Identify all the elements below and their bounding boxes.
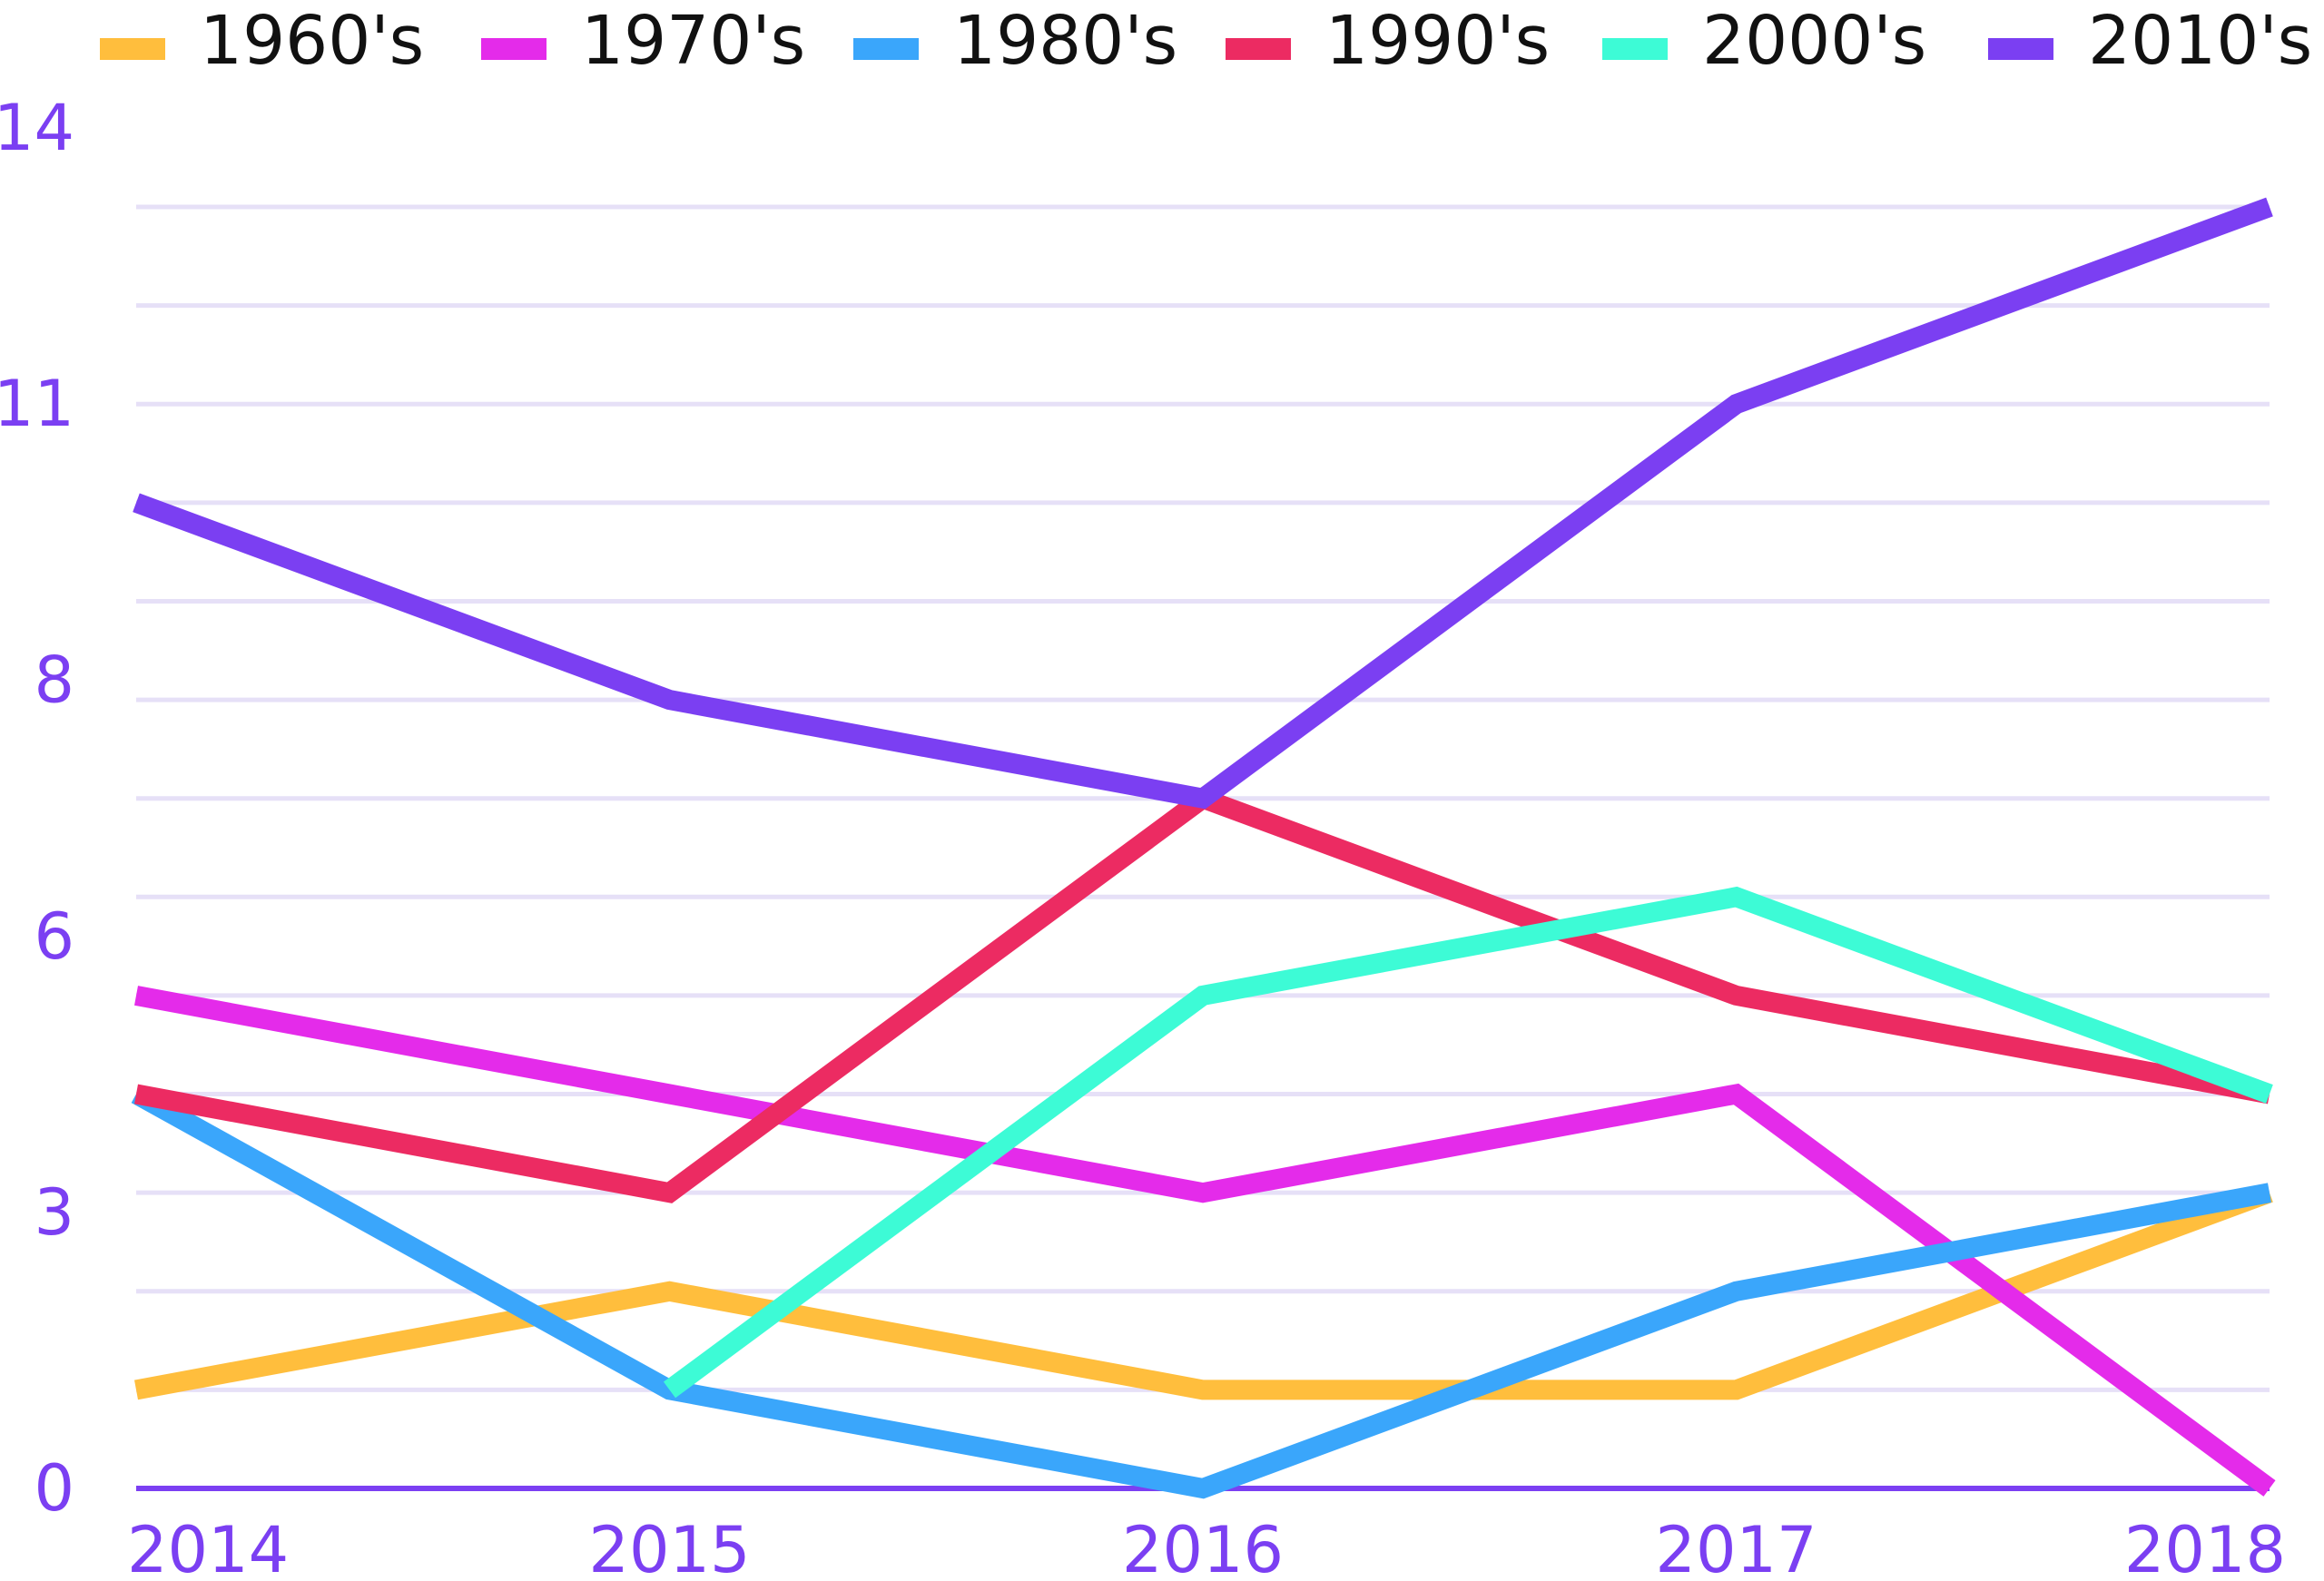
legend-label: 2000's [1702, 2, 1926, 80]
legend-label: 1960's [200, 2, 424, 80]
y-tick-label: 8 [34, 643, 74, 717]
series-line-1980s [131, 1085, 2271, 1499]
y-tick-label: 0 [34, 1451, 74, 1526]
legend-swatch [1226, 38, 1291, 60]
x-axis: 2014 2015 2016 2017 2018 [127, 1513, 2286, 1581]
legend-label: 1970's [581, 2, 805, 80]
x-tick-label: 2015 [588, 1513, 750, 1581]
legend-item: 2010's [1988, 2, 2312, 80]
y-tick-label: 6 [34, 899, 74, 974]
x-tick-label: 2016 [1122, 1513, 1284, 1581]
series-line-2000s [663, 886, 2273, 1399]
legend-label: 1990's [1325, 2, 1550, 80]
series-line-1960s [134, 1183, 2273, 1400]
legend-item: 2000's [1602, 2, 1926, 80]
y-tick-label: 14 [0, 91, 74, 165]
series-line-2010s [133, 197, 2273, 810]
gridlines [136, 204, 2270, 1491]
series-line-1970s [134, 986, 2276, 1497]
x-tick-label: 2017 [1655, 1513, 1817, 1581]
legend: 1960's 1970's 1980's 1990's 2000's 2010's [100, 2, 2312, 80]
legend-item: 1960's [100, 2, 424, 80]
y-axis: 0 3 6 8 11 14 [0, 91, 74, 1526]
legend-swatch [853, 38, 919, 60]
x-tick-label: 2014 [127, 1513, 289, 1581]
legend-swatch [1988, 38, 2053, 60]
x-tick-label: 2018 [2124, 1513, 2286, 1581]
legend-item: 1970's [481, 2, 805, 80]
legend-item: 1980's [853, 2, 1177, 80]
legend-label: 1980's [953, 2, 1177, 80]
legend-swatch [481, 38, 547, 60]
legend-label: 2010's [2088, 2, 2312, 80]
y-tick-label: 11 [0, 367, 74, 441]
y-tick-label: 3 [34, 1175, 74, 1250]
legend-swatch [1602, 38, 1668, 60]
series-lines [131, 197, 2276, 1499]
legend-item: 1990's [1226, 2, 1550, 80]
legend-swatch [100, 38, 165, 60]
